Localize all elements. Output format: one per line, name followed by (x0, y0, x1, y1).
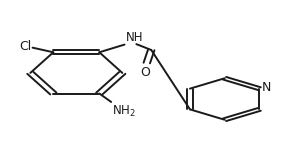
Text: N: N (262, 81, 271, 94)
Text: NH$_2$: NH$_2$ (112, 104, 136, 119)
Text: Cl: Cl (19, 40, 31, 53)
Text: NH: NH (126, 31, 143, 44)
Text: O: O (140, 66, 150, 79)
